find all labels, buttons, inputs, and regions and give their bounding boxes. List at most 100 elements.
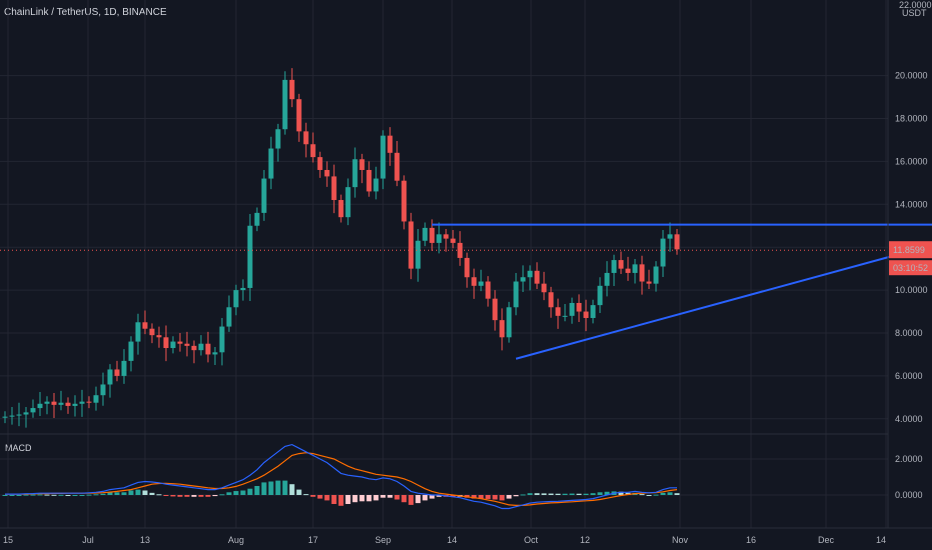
candle-body: [331, 176, 337, 201]
macd-histogram-bar: [674, 493, 680, 495]
candle-body: [128, 341, 134, 361]
macd-histogram-bar: [289, 484, 295, 495]
macd-histogram-bar: [450, 495, 456, 497]
candle-body: [450, 238, 456, 243]
time-label: 14: [876, 535, 886, 545]
candle-body: [534, 270, 540, 284]
macd-scale-label: 2.0000: [895, 454, 923, 464]
time-label: Sep: [375, 535, 391, 545]
macd-histogram-bar: [51, 494, 57, 496]
macd-histogram-bar: [317, 495, 323, 499]
candle-body: [170, 341, 176, 349]
macd-histogram-bar: [429, 495, 435, 499]
macd-histogram-bar: [646, 495, 652, 496]
candle-body: [58, 402, 64, 405]
macd-histogram-bar: [373, 495, 379, 501]
candle-body: [548, 292, 554, 308]
candle-body: [121, 360, 127, 376]
time-label: 13: [140, 535, 150, 545]
macd-histogram-bar: [569, 493, 575, 495]
price-label: 6.0000: [895, 371, 923, 381]
macd-histogram-bar: [499, 495, 505, 501]
macd-histogram-bar: [128, 490, 134, 495]
macd-histogram-bar: [226, 492, 232, 495]
macd-histogram-bar: [653, 494, 659, 496]
macd-histogram-bar: [394, 495, 400, 500]
candle-body: [233, 290, 239, 308]
macd-line: [5, 443, 677, 510]
macd-histogram-bar: [212, 495, 218, 497]
macd-histogram-bar: [345, 495, 351, 504]
candle-body: [205, 343, 211, 355]
macd-indicator-title: MACD: [5, 443, 32, 453]
macd-histogram-bar: [310, 495, 316, 497]
macd-histogram-bar: [478, 495, 484, 499]
candle-body: [583, 311, 589, 318]
candle-body: [408, 221, 414, 269]
macd-histogram-bar: [338, 495, 344, 506]
macd-histogram-bar: [597, 492, 603, 495]
candle-body: [16, 414, 22, 416]
macd-histogram-bar: [387, 495, 393, 498]
macd-histogram-bar: [261, 482, 267, 495]
macd-histogram-bar: [100, 493, 106, 495]
macd-scale-label: 0.0000: [895, 490, 923, 500]
macd-histogram-bar: [527, 493, 533, 495]
price-scale[interactable]: 20.000018.000016.000014.000012.000010.00…: [887, 0, 932, 528]
macd-histogram-bar: [576, 493, 582, 495]
time-label: 14: [447, 535, 457, 545]
macd-histogram-bar: [170, 495, 176, 497]
candle-body: [23, 412, 29, 415]
candle-body: [562, 315, 568, 317]
macd-panel: [2, 443, 680, 510]
macd-histogram-bar: [366, 495, 372, 502]
macd-histogram-bar: [380, 495, 386, 498]
macd-histogram-bar: [296, 489, 302, 495]
candle-body: [338, 200, 344, 218]
macd-histogram-bar: [93, 494, 99, 496]
time-label: Aug: [228, 535, 244, 545]
candle-body: [590, 305, 596, 318]
candle-body: [464, 257, 470, 278]
candle-body: [184, 343, 190, 346]
price-label: 4.0000: [895, 414, 923, 424]
candle-body: [597, 285, 603, 306]
candle-body: [275, 129, 281, 149]
macd-histogram-bar: [541, 493, 547, 495]
time-label: 17: [308, 535, 318, 545]
candle-body: [240, 287, 246, 291]
price-label: 16.0000: [895, 156, 928, 166]
candle-body: [415, 240, 421, 269]
candlestick-series: [0, 68, 888, 428]
macd-histogram-bar: [436, 495, 442, 497]
candle-body: [471, 277, 477, 286]
candle-body: [520, 277, 526, 282]
chart-grid: [0, 0, 888, 528]
candle-body: [555, 307, 561, 316]
macd-histogram-bar: [415, 495, 421, 504]
macd-histogram-bar: [86, 494, 92, 496]
macd-histogram-bar: [107, 492, 113, 495]
candle-body: [366, 169, 372, 192]
candle-body: [282, 79, 288, 130]
macd-histogram-bar: [37, 494, 43, 496]
macd-histogram-bar: [352, 495, 358, 503]
candle-body: [317, 157, 323, 170]
candle-body: [373, 178, 379, 192]
macd-histogram-bar: [44, 494, 50, 496]
price-label: 20.0000: [895, 71, 928, 81]
candle-body: [324, 169, 330, 177]
time-axis[interactable]: 15 Jul 13 Aug 17 Sep 14 Oct 12 Nov 16 Dec 14: [0, 527, 932, 545]
candle-body: [380, 135, 386, 179]
candle-body: [100, 384, 106, 396]
candle-body: [401, 180, 407, 222]
macd-histogram-bar: [23, 494, 29, 496]
candle-body: [576, 302, 582, 312]
trendlines[interactable]: [432, 223, 932, 360]
candle-body: [303, 131, 309, 145]
candle-body: [163, 337, 169, 349]
candle-body: [191, 345, 197, 351]
macd-signal-line: [5, 452, 678, 506]
candle-body: [646, 281, 652, 284]
